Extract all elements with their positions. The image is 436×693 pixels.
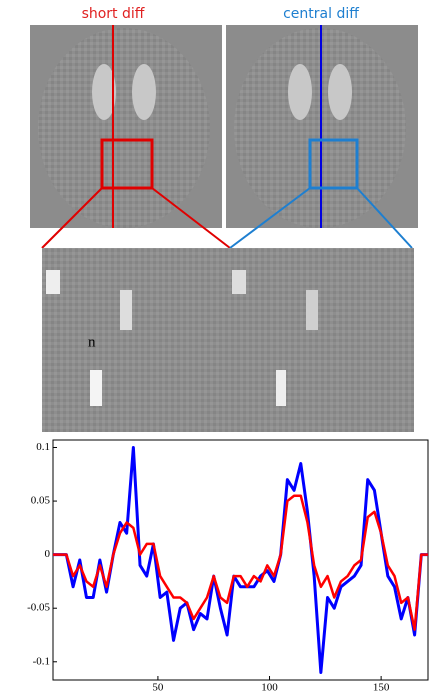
right-image bbox=[226, 25, 418, 228]
left-title: short diff bbox=[82, 6, 145, 22]
y-tick-label: -0.05 bbox=[27, 602, 50, 614]
y-tick-label: 0.05 bbox=[31, 495, 51, 507]
y-tick-label: -0.1 bbox=[33, 655, 50, 667]
x-tick-label: 100 bbox=[261, 682, 278, 693]
y-tick-label: 0 bbox=[45, 548, 51, 560]
x-tick-label: 50 bbox=[152, 682, 164, 693]
right-title: central diff bbox=[283, 6, 359, 22]
zoom-image bbox=[42, 248, 414, 432]
left-image bbox=[30, 25, 222, 228]
side-text: n bbox=[88, 334, 96, 350]
plot-frame bbox=[52, 439, 429, 681]
series-line bbox=[53, 494, 428, 631]
x-tick-label: 150 bbox=[373, 682, 390, 693]
y-tick-label: 0.1 bbox=[36, 441, 50, 453]
